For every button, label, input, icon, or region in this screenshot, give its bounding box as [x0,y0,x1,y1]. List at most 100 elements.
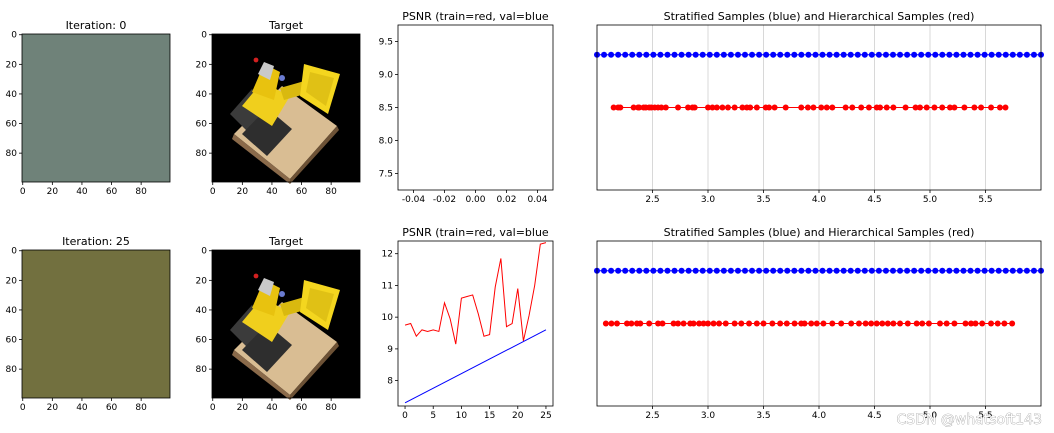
sample-point [981,267,988,274]
sample-point [879,320,886,327]
sample-point [753,320,760,327]
y-tick-label: 20 [6,276,18,286]
x-tick-label: -0.04 [402,195,426,205]
y-tick-label: 40 [196,90,208,100]
sample-point [720,51,727,58]
lego-cab [252,280,280,316]
sample-point [820,320,827,327]
sample-point [877,104,884,111]
sample-point [734,51,741,58]
sample-point [918,267,925,274]
lego-base-edge [232,134,290,184]
sample-point [804,104,811,111]
sample-point [690,320,697,327]
sample-point [897,267,904,274]
sample-point [904,320,911,327]
sample-point [978,104,985,111]
sample-point [719,104,726,111]
sample-point [967,267,974,274]
x-tick-label: 0 [20,403,26,413]
sample-point [613,320,620,327]
sample-point [763,267,770,274]
x-tick-label: 60 [106,187,118,197]
sample-point [904,51,911,58]
sample-point [699,51,706,58]
lego-track [242,108,292,156]
y-tick-label: 80 [196,365,208,375]
watermark-text: CSDN @whatsoft143 [896,412,1042,428]
x-tick-label: 60 [296,403,308,413]
sample-point [658,104,665,111]
sample-point [628,320,635,327]
y-tick-label: 20 [6,60,18,70]
y-tick-label: 80 [6,365,18,375]
sample-point [1016,267,1023,274]
sample-point [801,320,808,327]
sample-point [657,51,664,58]
sample-point [777,51,784,58]
axes-background [398,25,553,190]
psnr-panel-6: PSNR (train=red, val=blue 0 5 10 15 20 25 8 9 10 1… [382,226,554,421]
sample-point [1023,51,1030,58]
sample-point [902,104,909,111]
sample-point [925,51,932,58]
sample-point [904,267,911,274]
sample-point [766,104,773,111]
x-tick-label: 5.5 [978,195,992,205]
axes-frame [211,33,361,183]
sample-point [655,320,662,327]
sample-point [943,320,950,327]
lego-base-edge [290,126,339,184]
axes-frame [211,249,361,399]
chart-title: PSNR (train=red, val=blue [402,226,549,239]
rendered-image [22,34,170,182]
lego-bucket-inner [306,72,334,106]
sample-point [862,320,869,327]
sample-point [622,51,629,58]
y-tick-label: 0 [201,31,207,41]
x-tick-label: 4.5 [867,411,881,421]
lego-blue-part [279,291,285,297]
sample-point [875,51,882,58]
sample-point [617,104,624,111]
sample-point [890,320,897,327]
lego-cab [252,64,280,100]
sample-point [858,104,865,111]
x-tick-label: 40 [76,403,88,413]
sample-point [1009,320,1016,327]
sample-point [994,320,1001,327]
x-tick-label: 2.5 [645,195,659,205]
x-tick-label: 0 [210,187,216,197]
sample-point [882,51,889,58]
sample-point [777,320,784,327]
sample-point [671,267,678,274]
sample-point [875,267,882,274]
x-tick-label: 20 [47,187,59,197]
sample-point [710,320,717,327]
sample-point [936,320,943,327]
sample-point [643,51,650,58]
sample-point [608,267,615,274]
sample-point [995,51,1002,58]
sample-point [734,267,741,274]
sample-point [720,267,727,274]
lego-red-light [253,273,259,279]
y-tick-label: 60 [196,336,208,346]
sample-point [692,51,699,58]
sample-point [1001,320,1008,327]
x-tick-label: 20 [47,403,59,413]
sample-point [1023,267,1030,274]
sample-point [939,104,946,111]
series-line-0 [404,242,547,345]
target-panel-5: Target 0 20 40 60 80 0 20 40 60 80 [196,235,361,413]
sample-point [601,51,608,58]
lego-base-edge [290,342,339,400]
sample-point [1002,267,1009,274]
sample-point [865,104,872,111]
y-tick-label: 0 [11,247,17,257]
sample-point [727,267,734,274]
x-tick-label: 40 [266,403,278,413]
sample-point [939,51,946,58]
x-tick-label: 60 [106,403,118,413]
sample-point [925,320,932,327]
